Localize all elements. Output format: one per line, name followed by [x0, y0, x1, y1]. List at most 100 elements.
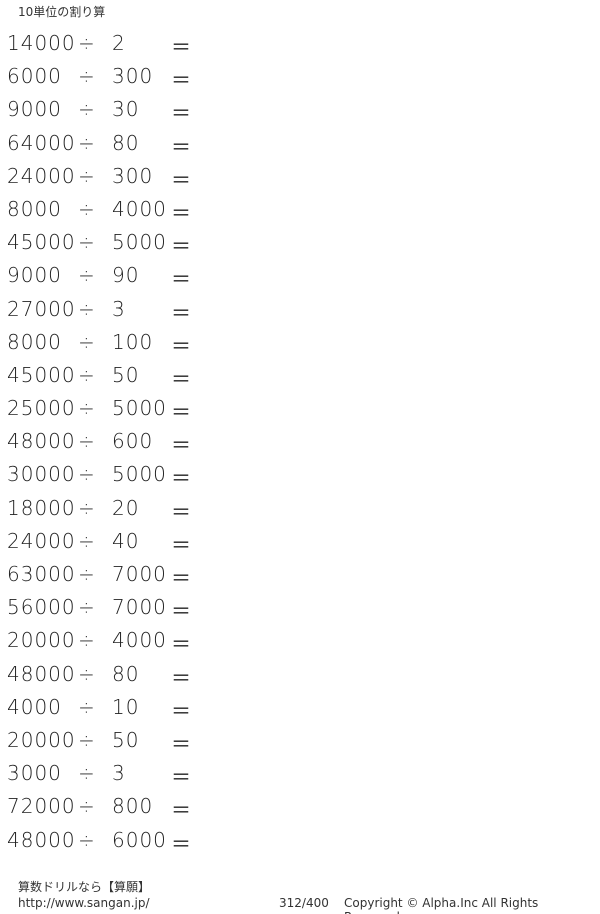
divide-sign: ÷	[78, 794, 96, 819]
problem-row: 48000 ÷ 80 ＝	[0, 662, 220, 695]
problem-row: 27000 ÷ 3 ＝	[0, 297, 220, 330]
problem-row: 72000 ÷ 800 ＝	[0, 794, 220, 827]
divisor: 100	[112, 329, 154, 354]
dividend: 8000	[7, 329, 62, 354]
divisor: 5000	[112, 396, 167, 421]
equals-sign: ＝	[171, 499, 192, 524]
equals-sign: ＝	[171, 731, 192, 756]
divide-sign: ÷	[78, 628, 96, 653]
equals-sign: ＝	[171, 234, 192, 259]
divisor: 4000	[112, 196, 167, 221]
divide-sign: ÷	[78, 694, 96, 719]
dividend: 45000	[7, 362, 76, 387]
problem-row: 3000 ÷ 3 ＝	[0, 761, 220, 794]
problem-row: 18000 ÷ 20 ＝	[0, 496, 220, 529]
divisor: 7000	[112, 595, 167, 620]
divide-sign: ÷	[78, 64, 96, 89]
divisor: 300	[112, 163, 154, 188]
divisor: 30	[112, 97, 140, 122]
problem-row: 9000 ÷ 90 ＝	[0, 263, 220, 296]
footer-url[interactable]: http://www.sangan.jp/	[18, 896, 150, 910]
dividend: 30000	[7, 462, 76, 487]
problem-row: 20000 ÷ 50 ＝	[0, 728, 220, 761]
problem-row: 25000 ÷ 5000 ＝	[0, 396, 220, 429]
divide-sign: ÷	[78, 429, 96, 454]
divide-sign: ÷	[78, 97, 96, 122]
divisor: 50	[112, 727, 140, 752]
divide-sign: ÷	[78, 31, 96, 55]
dividend: 63000	[7, 562, 76, 586]
footer-brand: 算数ドリルなら【算願】	[18, 880, 151, 894]
dividend: 14000	[7, 31, 76, 55]
divide-sign: ÷	[78, 263, 96, 288]
equals-sign: ＝	[171, 366, 192, 391]
dividend: 48000	[7, 827, 76, 852]
divide-sign: ÷	[78, 230, 96, 255]
problem-row: 56000 ÷ 7000 ＝	[0, 595, 220, 628]
divide-sign: ÷	[78, 727, 96, 752]
divisor: 600	[112, 429, 154, 454]
equals-sign: ＝	[171, 35, 192, 59]
divisor: 80	[112, 661, 140, 686]
equals-sign: ＝	[171, 300, 192, 325]
problem-row: 45000 ÷ 5000 ＝	[0, 230, 220, 263]
divide-sign: ÷	[78, 827, 96, 852]
problem-row: 48000 ÷ 6000 ＝	[0, 828, 220, 861]
divide-sign: ÷	[78, 595, 96, 620]
equals-sign: ＝	[171, 101, 192, 126]
equals-sign: ＝	[171, 798, 192, 823]
dividend: 20000	[7, 628, 76, 653]
dividend: 9000	[7, 263, 62, 288]
divide-sign: ÷	[78, 528, 96, 553]
equals-sign: ＝	[171, 68, 192, 93]
problem-row: 45000 ÷ 50 ＝	[0, 363, 220, 396]
divisor: 50	[112, 362, 140, 387]
equals-sign: ＝	[171, 599, 192, 624]
equals-sign: ＝	[171, 566, 192, 590]
equals-sign: ＝	[171, 267, 192, 292]
dividend: 9000	[7, 97, 62, 122]
dividend: 27000	[7, 296, 76, 321]
divide-sign: ÷	[78, 329, 96, 354]
dividend: 3000	[7, 761, 62, 786]
dividend: 45000	[7, 230, 76, 255]
problem-list: 14000 ÷ 2 ＝ 6000 ÷ 300 ＝ 9000 ÷ 30 ＝ 64000 ÷ 80 ＝ 24000 ÷…	[0, 31, 220, 861]
dividend: 18000	[7, 495, 76, 520]
problem-row: 8000 ÷ 100 ＝	[0, 330, 220, 363]
problem-row: 6000 ÷ 300 ＝	[0, 64, 220, 97]
equals-sign: ＝	[171, 134, 192, 159]
divisor: 3	[112, 761, 126, 786]
divisor: 20	[112, 495, 140, 520]
page-number: 312/400	[279, 896, 329, 910]
equals-sign: ＝	[171, 333, 192, 358]
copyright: Copyright © Alpha.Inc All Rights Reserve…	[344, 896, 539, 914]
divisor: 7000	[112, 562, 167, 586]
dividend: 48000	[7, 661, 76, 686]
divisor: 80	[112, 130, 140, 155]
dividend: 25000	[7, 396, 76, 421]
divide-sign: ÷	[78, 396, 96, 421]
equals-sign: ＝	[171, 831, 192, 856]
divisor: 2	[112, 31, 126, 55]
dividend: 8000	[7, 196, 62, 221]
equals-sign: ＝	[171, 167, 192, 192]
equals-sign: ＝	[171, 765, 192, 790]
divisor: 300	[112, 64, 154, 89]
problem-row: 24000 ÷ 40 ＝	[0, 529, 220, 562]
divisor: 800	[112, 794, 154, 819]
dividend: 48000	[7, 429, 76, 454]
divide-sign: ÷	[78, 761, 96, 786]
problem-row: 64000 ÷ 80 ＝	[0, 131, 220, 164]
problem-row: 4000 ÷ 10 ＝	[0, 695, 220, 728]
divisor: 90	[112, 263, 140, 288]
divisor: 4000	[112, 628, 167, 653]
problem-row: 30000 ÷ 5000 ＝	[0, 462, 220, 495]
equals-sign: ＝	[171, 665, 192, 690]
divide-sign: ÷	[78, 130, 96, 155]
equals-sign: ＝	[171, 200, 192, 225]
dividend: 20000	[7, 727, 76, 752]
divide-sign: ÷	[78, 495, 96, 520]
problem-row: 20000 ÷ 4000 ＝	[0, 628, 220, 661]
divide-sign: ÷	[78, 661, 96, 686]
